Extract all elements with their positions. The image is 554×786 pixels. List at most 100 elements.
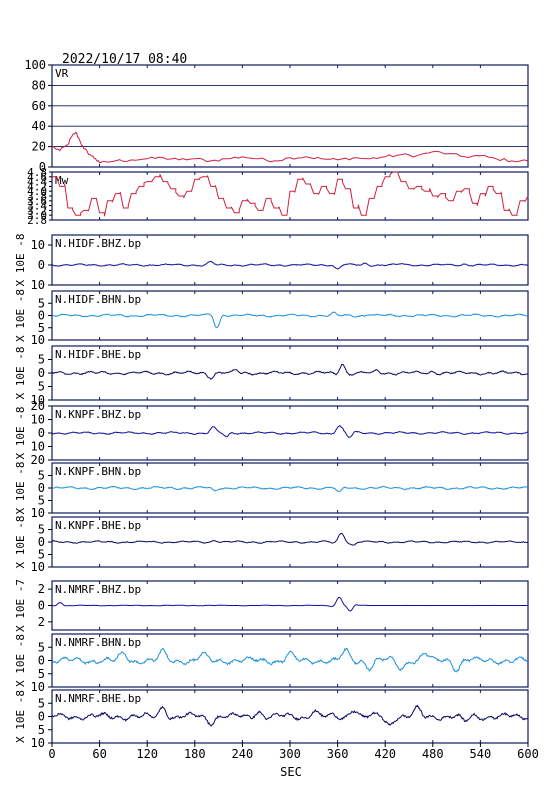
y-tick-label: 60: [32, 99, 46, 113]
y-unit-label: X 10E -8: [14, 462, 27, 515]
panel-label: VR: [55, 67, 69, 80]
y-tick-label: 5: [38, 296, 45, 310]
y-tick-label: 10: [31, 393, 45, 407]
x-tick-label: 120: [136, 747, 158, 761]
y-tick-label: 0: [38, 426, 45, 440]
y-tick-label: 0: [38, 710, 45, 724]
y-tick-label: 10: [31, 736, 45, 750]
series-line-hidf-bhz: [51, 260, 529, 270]
y-tick-label: 5: [38, 548, 45, 562]
y-tick-label: 10: [31, 238, 45, 252]
y-tick-label: 4.8: [27, 166, 47, 179]
y-unit-label: X 10E -8: [14, 516, 27, 569]
panel-nmrf-bhz: 2 0 2 X 10E -7 N.NMRF.BHZ.bp: [14, 579, 529, 632]
x-axis-title: SEC: [280, 765, 302, 779]
series-line-knpf-bhz: [51, 425, 529, 438]
series-line-knpf-bhe: [51, 533, 529, 546]
x-tick-label: 0: [48, 747, 55, 761]
y-tick-label: 10: [31, 413, 45, 427]
y-tick-label: 10: [31, 333, 45, 347]
panel-mw: 4.84.64.44.24.03.83.63.43.23.02.8 Mw: [27, 166, 529, 227]
y-tick-label: 20: [31, 453, 45, 467]
panel-vr: 100 80 60 40 20 0 VR: [24, 58, 529, 174]
panel-frame: [51, 171, 529, 221]
y-tick-label: 0: [38, 599, 45, 613]
x-tick-label: 480: [422, 747, 444, 761]
x-tick-label: 600: [517, 747, 539, 761]
series-line-nmrf-bhz: [51, 596, 528, 612]
y-tick-label: 3.6: [27, 195, 47, 208]
y-tick-label: 0: [38, 309, 45, 323]
y-unit-label: X 10E -7: [14, 579, 27, 632]
timestamp-label: 2022/10/17 08:40: [62, 52, 187, 67]
x-tick-label: 180: [184, 747, 206, 761]
y-tick-label: 5: [38, 353, 45, 367]
y-tick-label: 5: [38, 321, 45, 335]
y-tick-label: 3.0: [27, 209, 47, 222]
x-tick-label: 300: [279, 747, 301, 761]
y-unit-label: X 10E -8: [14, 347, 27, 400]
y-tick-label: 0: [39, 160, 46, 174]
y-unit-label: X 10E -8: [14, 690, 27, 743]
panel-label: N.KNPF.BHE.bp: [55, 519, 141, 532]
y-tick-label: 40: [32, 119, 46, 133]
y-tick-label: 5: [38, 696, 45, 710]
panel-label: N.NMRF.BHN.bp: [55, 636, 141, 649]
x-tick-label: 420: [374, 747, 396, 761]
y-tick-label: 5: [38, 523, 45, 537]
series-line-mw: [52, 171, 529, 217]
y-tick-label: 3.8: [27, 190, 47, 203]
y-tick-label: 20: [32, 140, 46, 154]
panel-label: N.KNPF.BHZ.bp: [55, 408, 141, 421]
panel-label: N.HIDF.BHN.bp: [55, 293, 141, 306]
panels-group: 100806040200VR4.84.64.44.24.03.83.63.43.…: [14, 58, 529, 750]
y-tick-label: 5: [38, 667, 45, 681]
y-tick-label: 2: [38, 582, 45, 596]
series-line-hidf-bhe: [51, 363, 529, 380]
y-tick-label: 2.8: [27, 214, 47, 227]
y-tick-label: 3.2: [27, 204, 47, 217]
panel-hidf-bhz: 10 0 10 X 10E -8 N.HIDF.BHZ.bp: [14, 234, 529, 292]
y-unit-label: X 10E -8: [14, 289, 27, 342]
x-tick-label: 360: [327, 747, 349, 761]
y-tick-label: 4.4: [27, 176, 47, 189]
y-tick-label: 0: [38, 258, 45, 272]
y-unit-label: X 10E -8: [14, 234, 27, 287]
y-tick-label: 4.2: [27, 180, 47, 193]
x-tick-label: 540: [470, 747, 492, 761]
y-tick-label: 0: [38, 481, 45, 495]
y-tick-label: 10: [31, 506, 45, 520]
series-line-nmrf-bhn: [51, 647, 529, 673]
y-tick-label: 10: [31, 278, 45, 292]
x-axis: 0 60 120 180 240 300 360 420 480 540 600: [48, 743, 539, 761]
panel-label: N.HIDF.BHE.bp: [55, 348, 141, 361]
y-tick-label: 5: [38, 494, 45, 508]
y-tick-label: 5: [38, 640, 45, 654]
y-tick-label: 20: [31, 399, 45, 413]
panel-label: N.NMRF.BHE.bp: [55, 692, 141, 705]
y-tick-label: 10: [31, 680, 45, 694]
y-tick-label: 0: [38, 366, 45, 380]
y-tick-label: 10: [31, 440, 45, 454]
y-tick-label: 100: [24, 58, 46, 72]
panel-label: N.HIDF.BHZ.bp: [55, 237, 141, 250]
series-line-knpf-bhn: [51, 485, 529, 493]
y-unit-label: X 10E -8: [14, 634, 27, 687]
x-tick-label: 60: [92, 747, 106, 761]
panel-label: N.KNPF.BHN.bp: [55, 465, 141, 478]
y-tick-label: 0: [38, 654, 45, 668]
y-tick-label: 4.0: [27, 185, 47, 198]
y-tick-label: 5: [38, 380, 45, 394]
y-tick-label: 2: [38, 615, 45, 629]
y-tick-label: 0: [38, 535, 45, 549]
y-tick-label: 5: [38, 469, 45, 483]
y-tick-label: 4.6: [27, 171, 47, 184]
